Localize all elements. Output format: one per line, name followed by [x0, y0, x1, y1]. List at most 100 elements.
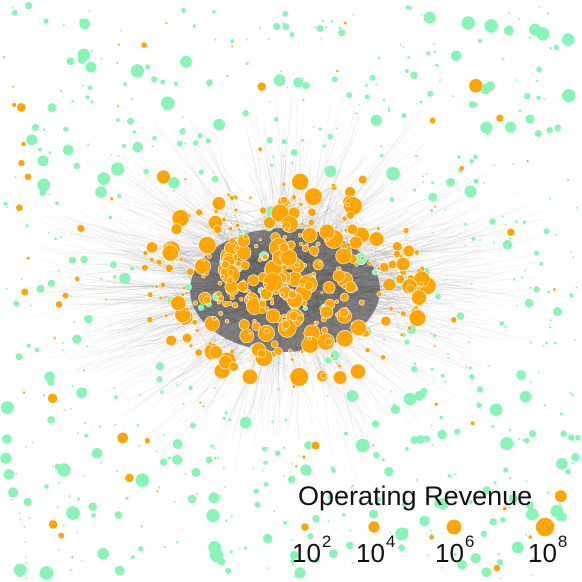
- peripheral-node: [548, 326, 552, 329]
- peripheral-node: [152, 135, 157, 141]
- peripheral-node: [43, 18, 49, 24]
- connected-node: [263, 328, 270, 335]
- peripheral-node: [145, 64, 151, 70]
- peripheral-node: [327, 520, 330, 522]
- peripheral-node: [26, 343, 31, 348]
- peripheral-node: [117, 154, 120, 157]
- connected-node: [257, 257, 263, 263]
- peripheral-node: [440, 373, 445, 378]
- connected-node: [307, 207, 317, 217]
- peripheral-node: [479, 239, 482, 241]
- peripheral-node: [382, 99, 386, 102]
- connected-node: [179, 257, 184, 262]
- connected-node: [180, 292, 185, 297]
- peripheral-node: [85, 61, 97, 73]
- peripheral-node: [137, 444, 140, 447]
- connected-node: [299, 349, 305, 354]
- peripheral-node: [500, 517, 506, 523]
- peripheral-node: [493, 481, 497, 485]
- peripheral-node: [501, 57, 504, 60]
- peripheral-node: [331, 76, 338, 83]
- connected-node: [468, 78, 484, 93]
- peripheral-node: [407, 56, 410, 59]
- peripheral-node: [459, 232, 462, 235]
- peripheral-node: [571, 394, 574, 397]
- peripheral-node: [13, 563, 27, 577]
- peripheral-node: [143, 168, 149, 175]
- peripheral-node: [8, 487, 19, 498]
- peripheral-node: [31, 123, 39, 131]
- peripheral-node: [508, 506, 511, 509]
- connected-node: [341, 283, 347, 289]
- peripheral-node: [380, 145, 383, 148]
- connected-node: [204, 316, 220, 332]
- connected-node: [458, 165, 465, 172]
- peripheral-node: [471, 236, 476, 241]
- peripheral-node: [114, 423, 117, 426]
- peripheral-node: [500, 437, 514, 451]
- connected-node: [399, 332, 405, 337]
- connected-node: [552, 287, 557, 292]
- connected-node: [350, 319, 367, 337]
- peripheral-node: [543, 98, 546, 101]
- peripheral-node: [111, 162, 125, 176]
- peripheral-node: [328, 549, 338, 558]
- peripheral-node: [14, 176, 17, 179]
- peripheral-node: [355, 438, 370, 453]
- peripheral-node: [56, 506, 59, 509]
- connected-node: [296, 314, 305, 323]
- peripheral-node: [219, 495, 222, 497]
- peripheral-node: [377, 56, 381, 60]
- connected-node: [232, 302, 239, 309]
- peripheral-node: [430, 529, 433, 532]
- connected-node: [16, 102, 27, 113]
- connected-node: [309, 245, 320, 256]
- peripheral-node: [302, 305, 308, 311]
- connected-node: [304, 280, 314, 291]
- peripheral-node: [546, 491, 550, 494]
- connected-node: [297, 233, 303, 238]
- peripheral-node: [290, 539, 293, 542]
- connected-node: [315, 241, 321, 247]
- peripheral-node: [383, 338, 386, 341]
- peripheral-node: [405, 446, 409, 451]
- connected-node: [310, 440, 321, 451]
- peripheral-node: [429, 208, 434, 213]
- peripheral-node: [343, 431, 349, 436]
- peripheral-node: [534, 130, 542, 137]
- peripheral-node: [547, 290, 551, 294]
- connected-node: [413, 249, 420, 256]
- peripheral-node: [364, 83, 368, 87]
- connected-node: [239, 328, 255, 344]
- peripheral-node: [422, 181, 425, 184]
- connected-node: [408, 309, 427, 327]
- connected-node: [142, 250, 149, 256]
- peripheral-node: [15, 472, 18, 475]
- peripheral-node: [326, 394, 329, 397]
- peripheral-node: [503, 467, 509, 473]
- peripheral-node: [294, 567, 306, 579]
- peripheral-node: [426, 51, 431, 56]
- peripheral-node: [433, 334, 437, 338]
- connected-node: [198, 401, 202, 405]
- connected-node: [395, 256, 411, 272]
- peripheral-node: [213, 386, 216, 389]
- peripheral-node: [302, 77, 304, 80]
- peripheral-node: [263, 481, 269, 487]
- connected-node: [11, 85, 15, 89]
- peripheral-node: [39, 566, 54, 580]
- peripheral-node: [10, 498, 13, 501]
- peripheral-node: [58, 481, 61, 485]
- connected-node: [201, 274, 206, 279]
- peripheral-node: [127, 117, 134, 125]
- peripheral-node: [489, 518, 497, 526]
- connected-node: [74, 276, 80, 282]
- peripheral-node: [571, 453, 580, 462]
- peripheral-node: [300, 464, 312, 476]
- connected-node: [229, 295, 235, 301]
- peripheral-node: [530, 574, 533, 577]
- peripheral-node: [536, 66, 542, 73]
- peripheral-node: [244, 546, 247, 550]
- peripheral-node: [222, 466, 225, 469]
- peripheral-node: [289, 550, 299, 560]
